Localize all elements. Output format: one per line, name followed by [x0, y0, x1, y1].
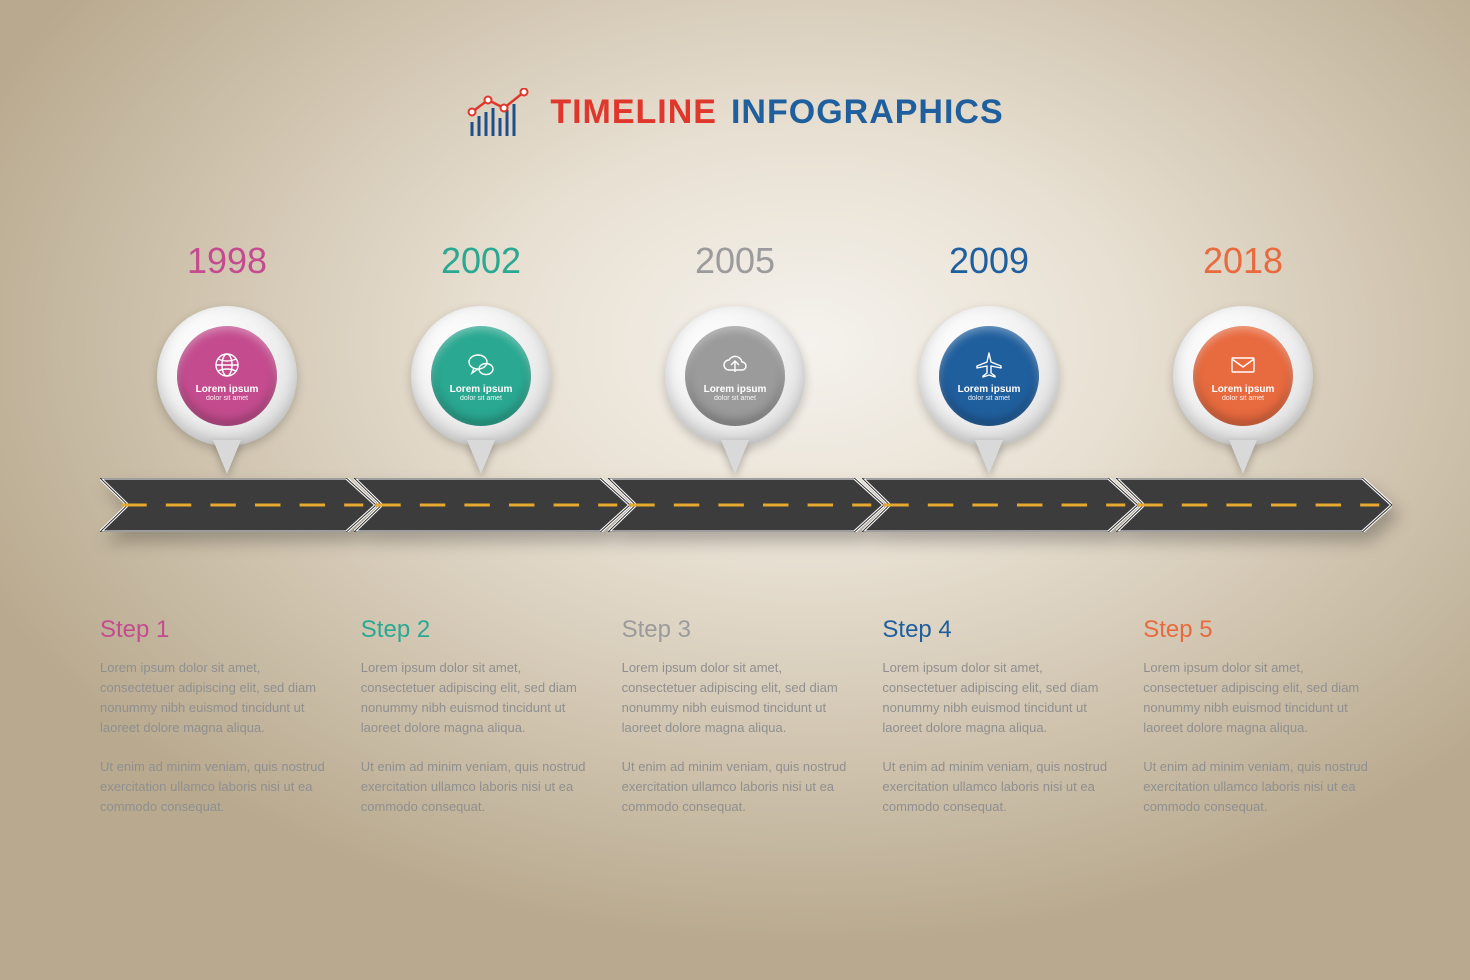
step-text-col-2: Step 2 Lorem ipsum dolor sit amet, conse… — [361, 616, 588, 817]
map-pin: Lorem ipsum dolor sit amet — [914, 306, 1064, 496]
road-segment — [1116, 478, 1392, 532]
road-segment — [354, 478, 630, 532]
pin-inner: Lorem ipsum dolor sit amet — [685, 326, 785, 426]
step-paragraph-2: Ut enim ad minim veniam, quis nostrud ex… — [882, 757, 1109, 817]
pin-caption-line1: Lorem ipsum — [196, 384, 259, 395]
map-pin: Lorem ipsum dolor sit amet — [152, 306, 302, 496]
pin-tail — [721, 440, 749, 474]
timeline-col-2: 2002 Lorem ipsum dolor sit amet — [354, 240, 608, 496]
pin-tail — [975, 440, 1003, 474]
year-label: 2018 — [1203, 240, 1283, 282]
timeline-col-4: 2009 Lorem ipsum dolor sit amet — [862, 240, 1116, 496]
map-pin: Lorem ipsum dolor sit amet — [1168, 306, 1318, 496]
road-segment — [608, 478, 884, 532]
year-label: 2002 — [441, 240, 521, 282]
pin-caption-line2: dolor sit amet — [206, 395, 248, 403]
timeline-col-3: 2005 Lorem ipsum dolor sit amet — [608, 240, 862, 496]
pin-inner: Lorem ipsum dolor sit amet — [1193, 326, 1293, 426]
step-title: Step 1 — [100, 616, 327, 644]
map-pin: Lorem ipsum dolor sit amet — [406, 306, 556, 496]
pin-inner: Lorem ipsum dolor sit amet — [431, 326, 531, 426]
pin-caption-line1: Lorem ipsum — [450, 384, 513, 395]
bar-line-chart-icon — [466, 88, 536, 136]
pin-outer: Lorem ipsum dolor sit amet — [665, 306, 805, 446]
step-text-col-5: Step 5 Lorem ipsum dolor sit amet, conse… — [1143, 616, 1370, 817]
pin-caption-line2: dolor sit amet — [1222, 395, 1264, 403]
globe-icon — [212, 350, 242, 380]
pin-tail — [213, 440, 241, 474]
road — [100, 478, 1370, 532]
step-title: Step 4 — [882, 616, 1109, 644]
year-label: 2009 — [949, 240, 1029, 282]
step-text-col-4: Step 4 Lorem ipsum dolor sit amet, conse… — [882, 616, 1109, 817]
timeline-col-5: 2018 Lorem ipsum dolor sit amet — [1116, 240, 1370, 496]
step-paragraph-1: Lorem ipsum dolor sit amet, consectetuer… — [622, 658, 849, 739]
pin-caption-line1: Lorem ipsum — [1212, 384, 1275, 395]
year-label: 2005 — [695, 240, 775, 282]
pin-caption-line2: dolor sit amet — [968, 395, 1010, 403]
cloud-upload-icon — [720, 350, 750, 380]
step-paragraph-2: Ut enim ad minim veniam, quis nostrud ex… — [100, 757, 327, 817]
step-title: Step 5 — [1143, 616, 1370, 644]
pin-outer: Lorem ipsum dolor sit amet — [157, 306, 297, 446]
pin-inner: Lorem ipsum dolor sit amet — [177, 326, 277, 426]
step-paragraph-2: Ut enim ad minim veniam, quis nostrud ex… — [361, 757, 588, 817]
timeline-pins-row: 1998 Lorem ipsum dolor sit amet 2002 — [100, 240, 1370, 496]
chat-bubbles-icon — [466, 350, 496, 380]
step-paragraph-2: Ut enim ad minim veniam, quis nostrud ex… — [622, 757, 849, 817]
step-paragraph-1: Lorem ipsum dolor sit amet, consectetuer… — [100, 658, 327, 739]
step-text-col-1: Step 1 Lorem ipsum dolor sit amet, conse… — [100, 616, 327, 817]
step-title: Step 2 — [361, 616, 588, 644]
pin-outer: Lorem ipsum dolor sit amet — [411, 306, 551, 446]
road-segment — [100, 478, 376, 532]
map-pin: Lorem ipsum dolor sit amet — [660, 306, 810, 496]
road-segment — [862, 478, 1138, 532]
title-word-1: TIMELINE — [550, 93, 717, 132]
envelope-icon — [1228, 350, 1258, 380]
pin-caption-line2: dolor sit amet — [460, 395, 502, 403]
step-paragraph-2: Ut enim ad minim veniam, quis nostrud ex… — [1143, 757, 1370, 817]
step-paragraph-1: Lorem ipsum dolor sit amet, consectetuer… — [1143, 658, 1370, 739]
logo-trend-line — [472, 92, 524, 112]
pin-caption-line1: Lorem ipsum — [704, 384, 767, 395]
step-text-col-3: Step 3 Lorem ipsum dolor sit amet, conse… — [622, 616, 849, 817]
year-label: 1998 — [187, 240, 267, 282]
step-paragraph-1: Lorem ipsum dolor sit amet, consectetuer… — [361, 658, 588, 739]
pin-outer: Lorem ipsum dolor sit amet — [1173, 306, 1313, 446]
header: TIMELINE INFOGRAPHICS — [0, 88, 1470, 136]
airplane-icon — [974, 350, 1004, 380]
pin-inner: Lorem ipsum dolor sit amet — [939, 326, 1039, 426]
title-word-2: INFOGRAPHICS — [731, 93, 1004, 132]
timeline-col-1: 1998 Lorem ipsum dolor sit amet — [100, 240, 354, 496]
step-title: Step 3 — [622, 616, 849, 644]
pin-caption-line2: dolor sit amet — [714, 395, 756, 403]
pin-caption-line1: Lorem ipsum — [958, 384, 1021, 395]
timeline-text-row: Step 1 Lorem ipsum dolor sit amet, conse… — [100, 616, 1370, 817]
pin-tail — [467, 440, 495, 474]
pin-tail — [1229, 440, 1257, 474]
step-paragraph-1: Lorem ipsum dolor sit amet, consectetuer… — [882, 658, 1109, 739]
pin-outer: Lorem ipsum dolor sit amet — [919, 306, 1059, 446]
